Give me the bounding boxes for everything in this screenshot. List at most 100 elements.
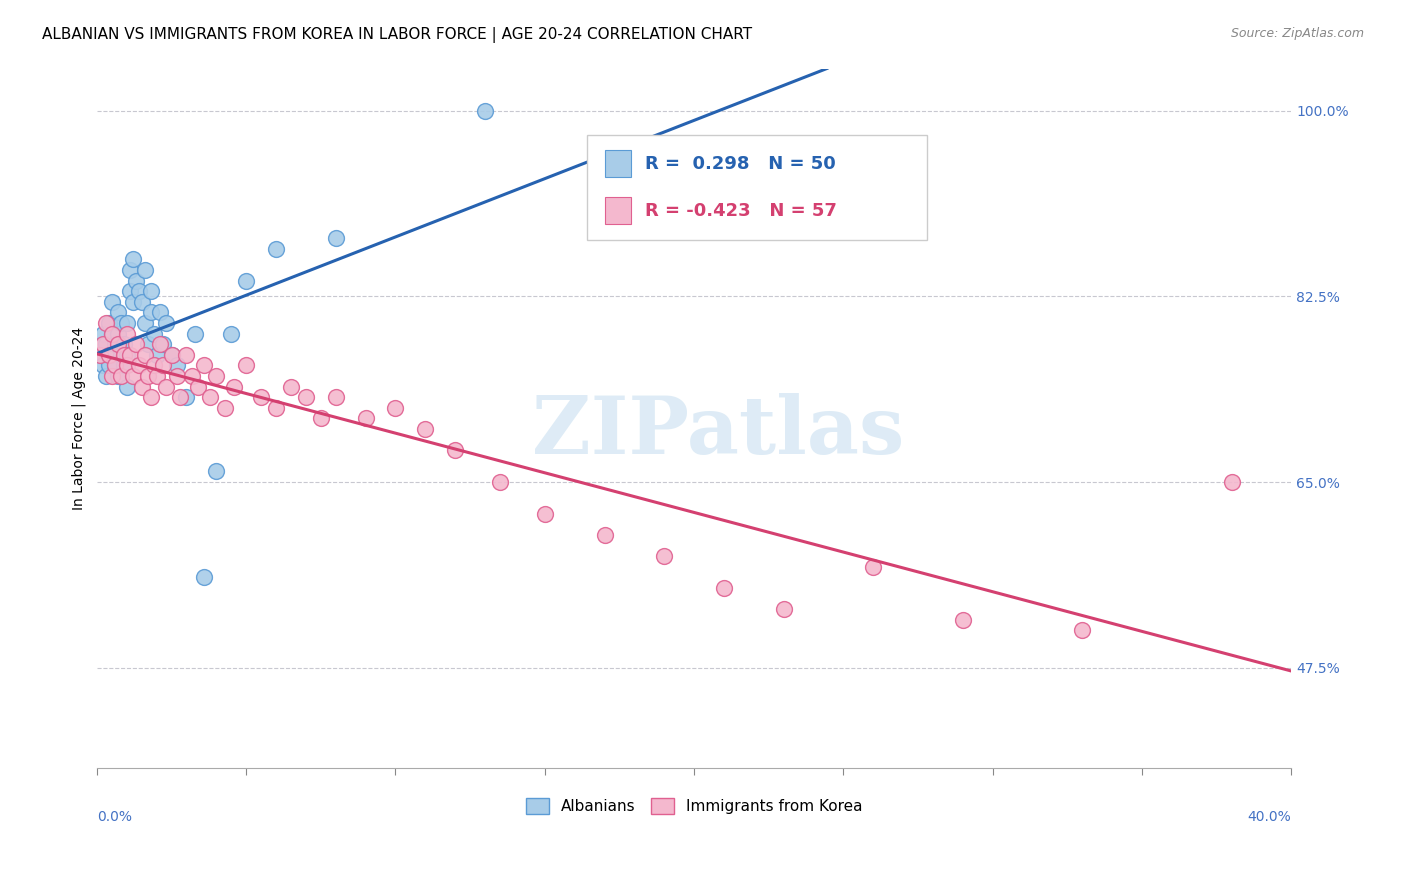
Point — [1220, 475, 1243, 489]
Point — [94, 369, 117, 384]
Point — [139, 284, 162, 298]
Point — [155, 316, 177, 330]
Point — [131, 294, 153, 309]
Point — [166, 369, 188, 384]
Point — [235, 359, 257, 373]
Point — [354, 411, 377, 425]
Point — [110, 369, 132, 384]
FancyBboxPatch shape — [605, 151, 631, 177]
Point — [145, 348, 167, 362]
Point — [309, 411, 332, 425]
Point — [142, 359, 165, 373]
Point — [325, 390, 347, 404]
Point — [200, 390, 222, 404]
Point — [772, 602, 794, 616]
Point — [107, 337, 129, 351]
Text: ALBANIAN VS IMMIGRANTS FROM KOREA IN LABOR FORCE | AGE 20-24 CORRELATION CHART: ALBANIAN VS IMMIGRANTS FROM KOREA IN LAB… — [42, 27, 752, 43]
Point — [115, 348, 138, 362]
Point — [124, 337, 146, 351]
Point — [169, 390, 191, 404]
Text: 0.0%: 0.0% — [97, 810, 132, 824]
Point — [250, 390, 273, 404]
Point — [713, 581, 735, 595]
Point — [121, 252, 143, 267]
Point — [136, 337, 159, 351]
Point — [128, 359, 150, 373]
Point — [118, 348, 141, 362]
Point — [264, 401, 287, 415]
Point — [124, 274, 146, 288]
Point — [115, 359, 138, 373]
Point — [94, 316, 117, 330]
Point — [112, 337, 135, 351]
Point — [862, 559, 884, 574]
Point — [91, 326, 114, 341]
Point — [142, 326, 165, 341]
Point — [112, 359, 135, 373]
Point — [214, 401, 236, 415]
Point — [104, 359, 127, 373]
Point — [101, 294, 124, 309]
Point — [97, 359, 120, 373]
Point — [184, 326, 207, 341]
Point — [148, 337, 170, 351]
Point — [104, 359, 127, 373]
Point — [101, 326, 124, 341]
Text: 40.0%: 40.0% — [1247, 810, 1291, 824]
Point — [128, 284, 150, 298]
Point — [444, 443, 467, 458]
Point — [115, 326, 138, 341]
Point — [489, 475, 512, 489]
Point — [224, 379, 246, 393]
Point — [166, 359, 188, 373]
Point — [1071, 624, 1094, 638]
Point — [91, 359, 114, 373]
Point — [134, 316, 156, 330]
Point — [139, 305, 162, 319]
Y-axis label: In Labor Force | Age 20-24: In Labor Force | Age 20-24 — [72, 326, 86, 510]
Point — [94, 337, 117, 351]
Point — [115, 379, 138, 393]
Point — [155, 379, 177, 393]
Point — [152, 337, 174, 351]
Point — [205, 369, 228, 384]
Point — [193, 570, 215, 584]
Point — [280, 379, 302, 393]
Point — [593, 528, 616, 542]
Point — [145, 369, 167, 384]
Point — [136, 369, 159, 384]
FancyBboxPatch shape — [586, 135, 927, 240]
Point — [415, 422, 437, 436]
Point — [205, 464, 228, 478]
Point — [89, 348, 111, 362]
Point — [131, 379, 153, 393]
Point — [112, 348, 135, 362]
Point — [118, 284, 141, 298]
Legend: Albanians, Immigrants from Korea: Albanians, Immigrants from Korea — [520, 792, 869, 820]
Point — [533, 507, 555, 521]
Point — [264, 242, 287, 256]
Point — [101, 348, 124, 362]
Text: R = -0.423   N = 57: R = -0.423 N = 57 — [645, 202, 837, 219]
Point — [160, 348, 183, 362]
Text: Source: ZipAtlas.com: Source: ZipAtlas.com — [1230, 27, 1364, 40]
Point — [110, 348, 132, 362]
Point — [952, 613, 974, 627]
Point — [134, 263, 156, 277]
Point — [181, 369, 204, 384]
Point — [325, 231, 347, 245]
Point — [474, 103, 496, 118]
Point — [176, 390, 198, 404]
Point — [89, 348, 111, 362]
Point — [295, 390, 318, 404]
Point — [219, 326, 242, 341]
Point — [121, 294, 143, 309]
Point — [107, 326, 129, 341]
Point — [652, 549, 675, 564]
Point — [160, 348, 183, 362]
Point — [97, 348, 120, 362]
Point — [121, 369, 143, 384]
Point — [134, 348, 156, 362]
Point — [110, 316, 132, 330]
Point — [91, 337, 114, 351]
